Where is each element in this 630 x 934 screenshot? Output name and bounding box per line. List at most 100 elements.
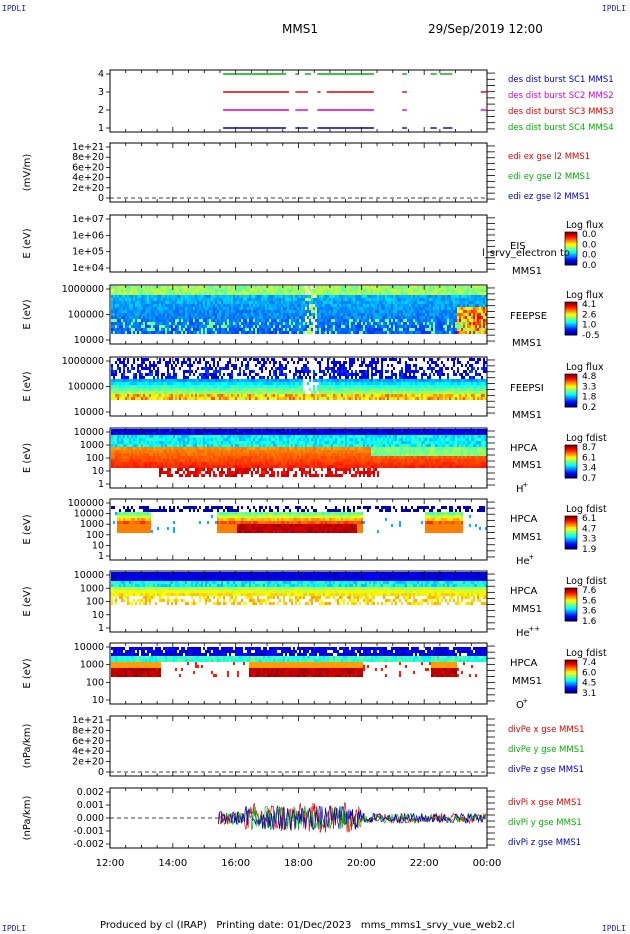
spectrogram-cell: [267, 292, 269, 295]
spectrogram-cell: [239, 385, 241, 388]
spectrogram-cell: [429, 292, 431, 295]
spectrogram-cell: [391, 394, 393, 397]
spectrogram-cell: [369, 391, 371, 394]
spectrogram-cell: [149, 367, 151, 370]
spectrogram-cell: [233, 364, 235, 367]
spectrogram-cell: [327, 382, 329, 385]
spectrogram-cell: [301, 310, 303, 313]
spectrogram-cell: [223, 298, 225, 301]
spectrogram-cell: [151, 307, 153, 310]
spectrogram-cell: [161, 295, 163, 298]
spectrogram-cell: [367, 397, 369, 400]
spectrogram-cell: [331, 391, 333, 394]
spectrogram-cell: [229, 361, 231, 364]
spectrogram-cell: [223, 313, 225, 316]
spectrogram-cell: [421, 376, 423, 379]
spectrogram-cell: [405, 370, 407, 373]
spectrogram-cell: [471, 331, 473, 334]
spectrogram-cell: [293, 373, 295, 376]
spectrogram-cell: [445, 301, 447, 304]
spectrogram-cell: [173, 301, 175, 304]
spectrogram-cell: [323, 385, 325, 388]
spectrogram-cell: [167, 382, 169, 385]
spectrogram-cell: [249, 286, 251, 289]
spectrogram-cell: [259, 295, 261, 298]
spectrogram-cell: [283, 286, 285, 289]
spectrogram-cell: [481, 313, 483, 316]
spectrogram-cell: [357, 358, 359, 361]
spectrogram-cell: [467, 316, 469, 319]
spectrogram-cell: [135, 379, 137, 382]
y-tick-label: 1e+05: [72, 247, 104, 258]
spectrogram-cell: [317, 319, 319, 322]
spectrogram-cell: [331, 388, 333, 391]
spectrogram-cell: [353, 319, 355, 322]
spectrogram-cell: [245, 313, 247, 316]
spectrogram-cell: [155, 322, 157, 325]
spectrogram-cell: [335, 328, 337, 331]
spectrogram-cell: [195, 325, 197, 328]
spectrogram-cell: [431, 301, 433, 304]
spectrogram-cell: [405, 367, 407, 370]
spectrogram-cell: [407, 376, 409, 379]
spectrogram-cell: [333, 382, 335, 385]
spectrogram-cell: [113, 286, 115, 289]
spectrogram-cell: [485, 328, 487, 331]
spectrogram-cell: [173, 328, 175, 331]
spectrogram-cell: [175, 331, 177, 334]
spectrogram-cell: [289, 307, 291, 310]
spectrogram-cell: [199, 286, 201, 289]
spectrogram-cell: [301, 301, 303, 304]
spectrogram-cell: [381, 385, 383, 388]
spectrogram-cell: [379, 289, 381, 292]
spectrogram-cell: [317, 313, 319, 316]
spectrogram-cell: [465, 319, 467, 322]
spectrogram-cell: [135, 325, 137, 328]
y-tick-label: 2e+20: [72, 183, 104, 194]
spectrogram-cell: [147, 394, 149, 397]
spectrogram-cell: [135, 310, 137, 313]
spectrogram-cell: [381, 367, 383, 370]
spectrogram-cell: [413, 292, 415, 295]
spectrogram-cell: [343, 364, 345, 367]
spectrogram-cell: [353, 397, 355, 400]
spectrogram-cell: [471, 301, 473, 304]
spectrogram-cell: [411, 376, 413, 379]
spectrogram-cell: [429, 286, 431, 289]
spectrogram-cell: [333, 388, 335, 391]
spectrogram-cell: [375, 286, 377, 289]
spectrogram-cell: [243, 322, 245, 325]
spectrogram-cell: [197, 397, 199, 400]
spectrogram-cell: [139, 307, 141, 310]
spectrogram-cell: [417, 295, 419, 298]
spectrogram-cell: [333, 289, 335, 292]
spectrogram-cell: [433, 298, 435, 301]
spectrogram-cell: [377, 331, 379, 334]
spectrogram-cell: [113, 289, 115, 292]
spectrogram-cell: [355, 310, 357, 313]
spectrogram-cell: [267, 325, 269, 328]
spectrogram-cell: [307, 382, 309, 385]
spectrogram-cell: [359, 304, 361, 307]
spectrogram-cell: [279, 289, 281, 292]
spectrogram-cell: [317, 397, 319, 400]
spectrogram-cell: [353, 382, 355, 385]
spectrogram-cell: [393, 307, 395, 310]
spectrogram-cell: [419, 388, 421, 391]
spectrogram-cell: [273, 307, 275, 310]
spectrogram-cell: [313, 373, 315, 376]
spectrogram-cell: [131, 328, 133, 331]
spectrogram-cell: [123, 322, 125, 325]
spectrogram-cell: [207, 331, 209, 334]
spectrogram-cell: [127, 370, 129, 373]
spectrogram-cell: [201, 286, 203, 289]
spectrogram-cell: [439, 295, 441, 298]
colorbar-cell: [565, 245, 577, 248]
spectrogram-cell: [271, 307, 273, 310]
spectrogram-cell: [235, 310, 237, 313]
spectrogram-cell: [209, 325, 211, 328]
spectrogram-cell: [207, 361, 209, 364]
spectrogram-cell: [133, 319, 135, 322]
spectrogram-cell: [201, 301, 203, 304]
spectrogram-cell: [217, 295, 219, 298]
